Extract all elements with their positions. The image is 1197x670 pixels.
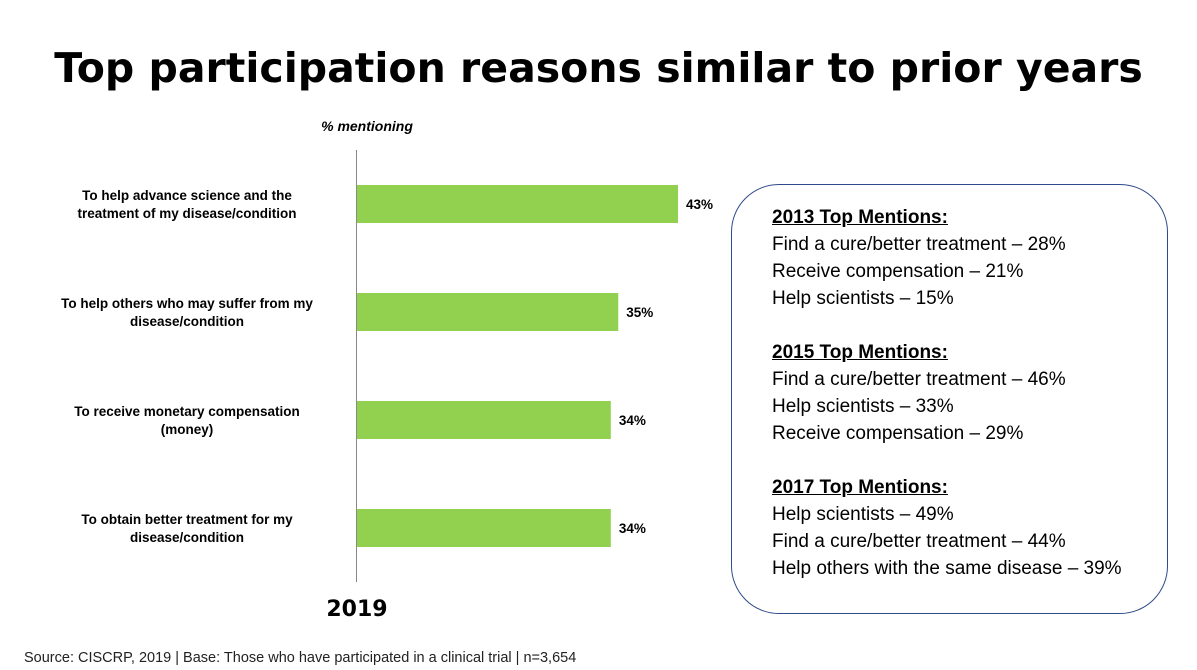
note-line: Find a cure/better treatment – 44%: [772, 531, 1066, 552]
category-label: treatment of my disease/condition: [77, 206, 296, 221]
note-heading: 2015 Top Mentions:: [772, 342, 948, 363]
category-label: To help advance science and the: [82, 188, 292, 203]
category-label: (money): [161, 422, 214, 437]
note-heading: 2013 Top Mentions:: [772, 207, 948, 228]
note-group: 2015 Top Mentions: Find a cure/better tre…: [772, 339, 1066, 447]
bar-series: 43% To help advance science and the treatm…: [61, 185, 713, 547]
bar-value-label: 35%: [626, 305, 653, 320]
category-label: To help others who may suffer from my: [61, 296, 313, 311]
bar: [357, 401, 611, 439]
note-line: Help scientists – 49%: [772, 504, 954, 525]
category-label: disease/condition: [130, 530, 244, 545]
note-line: Help scientists – 33%: [772, 396, 954, 417]
note-line: Help others with the same disease – 39%: [772, 558, 1122, 579]
note-heading: 2017 Top Mentions:: [772, 477, 948, 498]
bar-value-label: 34%: [619, 521, 646, 536]
bar: [357, 509, 611, 547]
note-line: Receive compensation – 29%: [772, 423, 1024, 444]
note-line: Find a cure/better treatment – 28%: [772, 234, 1066, 255]
note-line: Help scientists – 15%: [772, 288, 954, 309]
category-label: disease/condition: [130, 314, 244, 329]
bar: [357, 185, 678, 223]
note-group: 2017 Top Mentions: Help scientists – 49% F…: [772, 474, 1122, 582]
bar-value-label: 43%: [686, 197, 713, 212]
category-label: To receive monetary compensation: [74, 404, 300, 419]
category-label: To obtain better treatment for my: [81, 512, 293, 527]
note-group: 2013 Top Mentions: Find a cure/better tre…: [772, 204, 1066, 312]
bar-value-label: 34%: [619, 413, 646, 428]
x-axis-label: 2019: [326, 597, 387, 622]
source-note: Source: CISCRP, 2019 | Base: Those who h…: [24, 650, 577, 666]
note-line: Find a cure/better treatment – 46%: [772, 369, 1066, 390]
chart-subtitle: % mentioning: [321, 118, 413, 134]
prior-years-box: [731, 184, 1168, 614]
note-line: Receive compensation – 21%: [772, 261, 1024, 282]
bar: [357, 293, 619, 331]
page-title: Top participation reasons similar to pri…: [54, 44, 1143, 92]
